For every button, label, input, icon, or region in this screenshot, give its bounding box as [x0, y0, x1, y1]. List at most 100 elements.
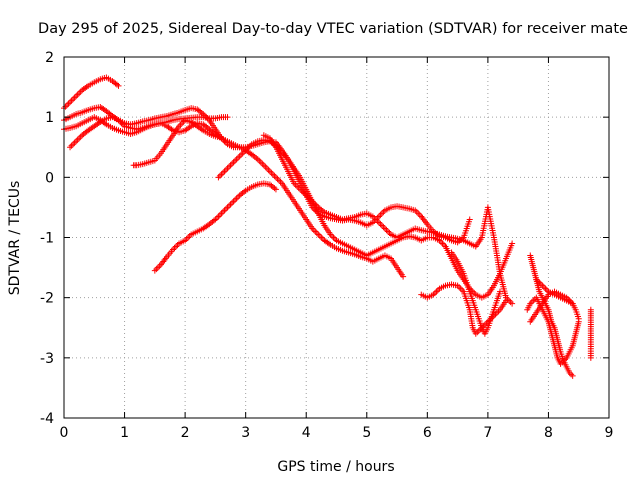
data-point-marker — [262, 163, 269, 170]
data-point-marker — [232, 157, 239, 164]
data-point-marker — [378, 222, 385, 229]
x-tick-label: 9 — [605, 425, 614, 441]
y-tick-label: -4 — [40, 411, 54, 427]
axis-ticks — [63, 56, 610, 419]
data-point-marker — [230, 198, 237, 205]
data-point-marker — [67, 99, 74, 106]
data-point-marker — [274, 175, 281, 182]
series-arc-13 — [533, 276, 582, 322]
data-point-marker — [219, 208, 226, 215]
data-point-marker — [475, 327, 482, 334]
data-point-marker — [569, 372, 576, 379]
data-point-marker — [377, 220, 384, 227]
plot-points — [61, 74, 594, 379]
data-point-marker — [227, 162, 234, 169]
x-tick-label: 7 — [483, 425, 492, 441]
data-point-marker — [457, 285, 464, 292]
data-point-marker — [268, 169, 275, 176]
data-point-marker — [233, 156, 240, 163]
grid — [64, 57, 609, 418]
data-point-marker — [221, 168, 228, 175]
data-point-marker — [466, 216, 473, 223]
data-point-marker — [497, 288, 503, 295]
data-point-marker — [377, 211, 384, 218]
data-point-marker — [215, 213, 222, 220]
x-tick-label: 8 — [544, 425, 553, 441]
x-tick-label: 3 — [241, 425, 250, 441]
data-point-marker — [226, 202, 233, 209]
data-point-marker — [384, 228, 391, 235]
data-point-marker — [256, 157, 263, 164]
data-point-marker — [235, 193, 242, 200]
series-arc-7 — [215, 137, 516, 301]
data-point-marker — [272, 186, 279, 193]
data-point-marker — [587, 354, 594, 361]
data-point-marker — [495, 308, 502, 315]
data-point-marker — [62, 103, 69, 110]
series-arc-14 — [527, 288, 576, 325]
data-point-marker — [263, 165, 270, 172]
data-point-marker — [70, 141, 77, 148]
x-tick-label: 0 — [60, 425, 69, 441]
data-point-marker — [73, 93, 80, 100]
data-point-marker — [316, 232, 323, 239]
data-point-marker — [154, 264, 161, 271]
data-point-marker — [530, 297, 537, 304]
data-point-marker — [219, 169, 226, 176]
data-point-marker — [171, 245, 178, 252]
data-point-marker — [272, 174, 279, 181]
data-point-marker — [277, 178, 284, 185]
series-arc-12 — [524, 294, 582, 367]
data-point-marker — [77, 133, 84, 140]
data-point-marker — [65, 100, 72, 107]
data-point-marker — [230, 159, 237, 166]
data-point-marker — [318, 234, 325, 241]
data-point-marker — [383, 226, 390, 233]
series-arc-4 — [67, 114, 407, 280]
data-point-marker — [259, 160, 266, 167]
x-axis-label: GPS time / hours — [277, 459, 394, 475]
data-point-marker — [313, 229, 320, 236]
data-point-marker — [224, 114, 231, 121]
y-tick-label: -1 — [40, 231, 54, 247]
data-point-marker — [224, 165, 231, 172]
data-point-marker — [375, 213, 382, 220]
data-point-marker — [330, 234, 337, 241]
data-point-marker — [328, 232, 335, 239]
data-point-marker — [216, 172, 223, 179]
data-point-marker — [542, 285, 549, 292]
data-point-marker — [507, 299, 514, 306]
data-point-marker — [509, 240, 516, 247]
data-point-marker — [269, 171, 276, 178]
data-point-marker — [115, 82, 122, 89]
data-point-marker — [218, 171, 225, 178]
y-axis-label: SDTVAR / TECUs — [7, 181, 23, 296]
data-point-marker — [238, 151, 245, 158]
data-point-marker — [235, 154, 242, 161]
data-point-marker — [67, 144, 74, 151]
data-point-marker — [229, 199, 236, 206]
data-point-marker — [381, 225, 388, 232]
data-point-marker — [185, 234, 192, 241]
data-point-marker — [569, 300, 576, 307]
y-tick-label: 1 — [45, 110, 54, 126]
x-tick-label: 2 — [181, 425, 190, 441]
data-point-marker — [310, 226, 317, 233]
data-point-marker — [76, 90, 83, 97]
series-arc-15 — [587, 306, 594, 361]
data-point-marker — [236, 153, 243, 160]
series-arc-8 — [260, 132, 516, 307]
y-tick-label: 2 — [45, 50, 54, 66]
data-point-marker — [378, 210, 385, 217]
data-point-marker — [509, 300, 516, 307]
data-point-marker — [153, 266, 160, 273]
data-point-marker — [218, 210, 225, 217]
data-point-marker — [374, 217, 381, 224]
data-point-marker — [416, 211, 423, 218]
data-point-marker — [68, 142, 75, 149]
data-point-marker — [257, 159, 264, 166]
data-point-marker — [226, 163, 233, 170]
data-point-marker — [71, 94, 78, 101]
data-point-marker — [222, 205, 229, 212]
